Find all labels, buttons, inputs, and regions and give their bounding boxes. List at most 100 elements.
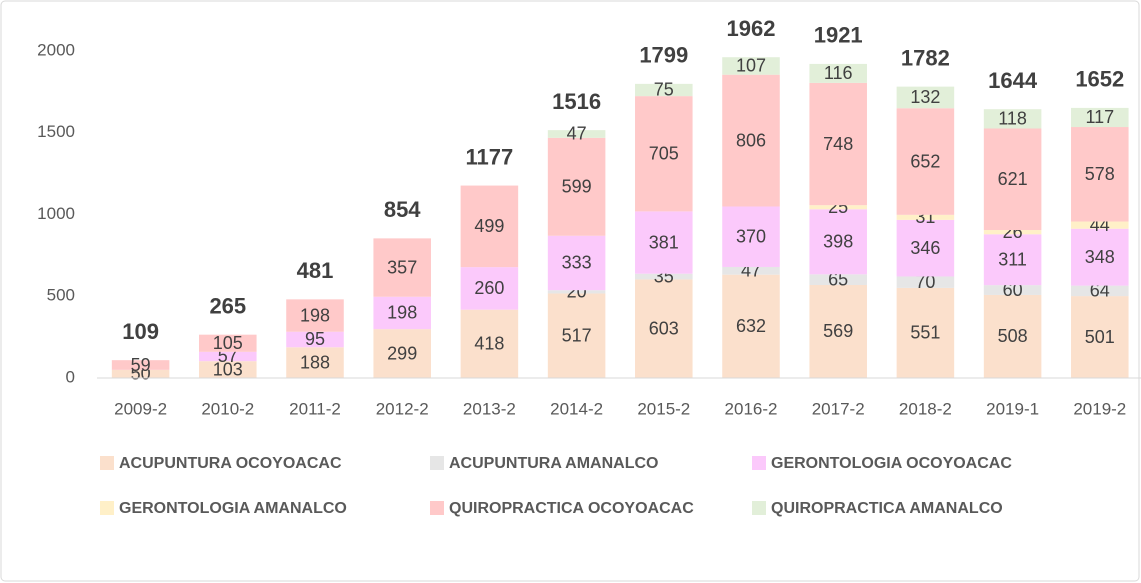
legend-label: GERONTOLOGIA AMANALCO <box>119 500 347 517</box>
x-tick-label: 2019-2 <box>1073 399 1126 418</box>
data-label: 705 <box>649 144 679 164</box>
data-label: 806 <box>736 130 766 150</box>
data-label: 551 <box>910 323 940 343</box>
x-tick-label: 2012-2 <box>376 399 429 418</box>
data-label: 116 <box>824 63 853 83</box>
data-label: 652 <box>910 151 940 171</box>
bar-segment <box>111 360 170 370</box>
data-label: 132 <box>910 87 940 107</box>
bar-segment <box>896 86 955 109</box>
bar-segment <box>635 273 693 280</box>
data-label: 517 <box>562 325 592 345</box>
total-label: 265 <box>209 293 246 318</box>
bar-segment <box>460 267 519 310</box>
data-label: 632 <box>736 316 766 336</box>
data-label: 508 <box>998 326 1028 346</box>
legend-swatch <box>752 501 766 515</box>
data-label: 357 <box>387 257 417 277</box>
data-label: 346 <box>910 238 940 258</box>
bar-segment <box>896 287 955 378</box>
data-label: 333 <box>562 253 592 273</box>
bar-segment <box>199 351 257 362</box>
x-tick-label: 2016-2 <box>725 399 778 418</box>
data-label: 103 <box>213 359 243 379</box>
data-label: 398 <box>823 232 853 252</box>
legend-label: QUIROPRACTICA OCOYOACAC <box>449 500 694 517</box>
legend-swatch <box>430 501 444 515</box>
bar-segment <box>809 284 867 378</box>
bar-segment <box>1071 221 1129 229</box>
bar-segment <box>199 361 257 378</box>
bar-segment <box>547 130 606 138</box>
bar-segment <box>199 334 257 352</box>
bar-segment <box>983 285 1042 295</box>
bar-segment <box>809 63 867 83</box>
bar-segment <box>983 230 1042 235</box>
legend-swatch <box>752 456 766 470</box>
data-label: 299 <box>387 343 417 363</box>
legend-label: QUIROPRACTICA AMANALCO <box>771 500 1003 517</box>
data-label: 381 <box>649 232 679 252</box>
data-label: 311 <box>998 249 1027 269</box>
bar-segment <box>286 299 344 332</box>
data-label: 569 <box>823 321 853 341</box>
data-label: 95 <box>305 329 325 349</box>
bar-segment <box>809 205 867 210</box>
bar-segment <box>547 137 606 236</box>
bar-segment <box>635 96 693 212</box>
bar-segment <box>896 214 955 220</box>
data-label: 105 <box>213 333 243 353</box>
bar-segment <box>1071 285 1129 297</box>
bar-segment <box>983 109 1042 129</box>
y-tick-label: 1500 <box>37 122 75 141</box>
legend-label: ACUPUNTURA OCOYOACAC <box>119 455 342 472</box>
bar-segment <box>1071 107 1129 128</box>
data-label: 348 <box>1085 247 1115 267</box>
x-tick-label: 2009-2 <box>114 399 167 418</box>
x-tick-label: 2018-2 <box>899 399 952 418</box>
bar-segment <box>635 279 693 378</box>
x-tick-label: 2019-1 <box>986 399 1039 418</box>
data-label: 603 <box>649 318 679 338</box>
y-tick-label: 500 <box>47 286 75 305</box>
bar-segment <box>373 296 431 330</box>
bar-segment <box>286 347 344 378</box>
bar-segment <box>635 211 693 274</box>
data-label: 188 <box>300 352 330 372</box>
bar-segment <box>983 128 1042 231</box>
bar-segment <box>547 290 606 294</box>
data-label: 198 <box>300 305 330 325</box>
total-label: 1177 <box>466 144 514 169</box>
bar-segment <box>809 209 867 275</box>
x-tick-label: 2010-2 <box>201 399 254 418</box>
bar-segment <box>286 331 344 348</box>
total-label: 109 <box>122 319 159 344</box>
bar-segment <box>111 369 170 378</box>
data-label: 118 <box>998 109 1027 129</box>
total-label: 1652 <box>1075 67 1124 92</box>
bar-segment <box>1071 228 1129 286</box>
bar-segment <box>722 206 780 267</box>
data-label: 117 <box>1085 107 1114 127</box>
data-label: 260 <box>474 278 504 298</box>
data-label: 748 <box>823 134 853 154</box>
bar-segment <box>983 234 1042 286</box>
bar-segment <box>1071 296 1129 378</box>
data-label: 599 <box>562 177 592 197</box>
bar-segment <box>896 219 955 277</box>
data-label: 621 <box>998 169 1028 189</box>
bar-segment <box>547 235 606 291</box>
total-label: 1644 <box>988 68 1038 93</box>
y-tick-label: 0 <box>66 367 75 386</box>
bar-segment <box>809 274 867 285</box>
total-label: 1782 <box>901 45 950 70</box>
legend-swatch <box>100 501 114 515</box>
total-label: 1799 <box>639 43 688 68</box>
bar-segment <box>722 74 780 207</box>
bar-segment <box>896 276 955 288</box>
bar-segment <box>460 185 519 268</box>
bar-segment <box>722 266 780 275</box>
bar-segment <box>896 108 955 215</box>
data-label: 501 <box>1085 327 1115 347</box>
